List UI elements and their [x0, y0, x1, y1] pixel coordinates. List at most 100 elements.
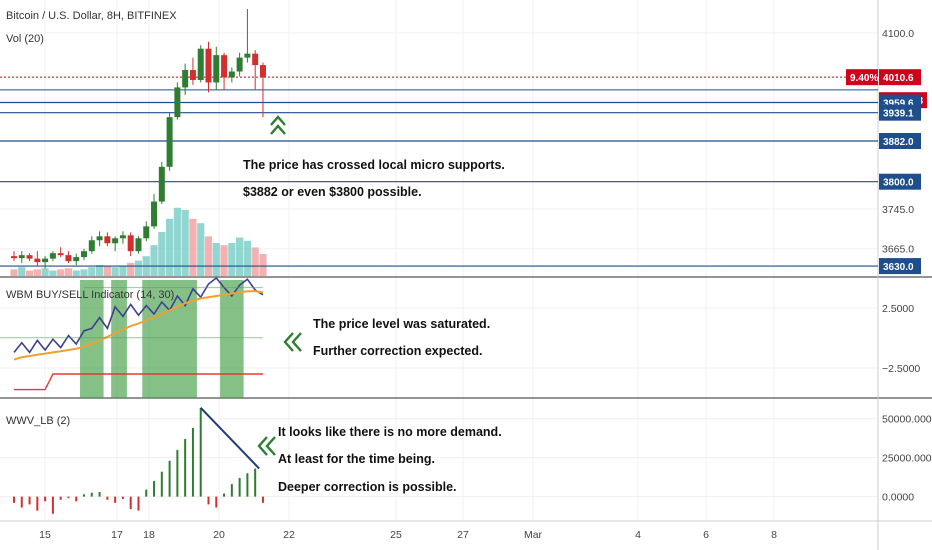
volume-bar [95, 265, 104, 276]
candle-body [166, 117, 173, 167]
double-left-arrow-icon [283, 332, 302, 352]
support-tag: 3882.0 [883, 137, 914, 148]
y-tick-label: −2.5000 [882, 363, 920, 375]
volume-bar [259, 254, 267, 276]
support-lines [0, 76, 878, 267]
x-tick-label: 17 [111, 529, 123, 541]
note-supports-crossed: The price has crossed local micro suppor… [243, 158, 505, 172]
y-tick-label: 3745.0 [882, 204, 914, 216]
wwv-trend-line [199, 407, 260, 470]
candle-body [96, 236, 103, 241]
volume-bar [134, 260, 143, 276]
candle-body [236, 57, 243, 72]
candle-body [104, 236, 111, 244]
x-tick-label: 22 [283, 529, 295, 541]
candle-body [88, 240, 95, 252]
volume-bar [127, 262, 135, 276]
candle-body [127, 235, 134, 252]
candle-body [244, 53, 251, 58]
candle-body [112, 238, 119, 244]
volume-label: Vol (20) [6, 33, 44, 45]
change-percent-tag-bg [846, 69, 878, 86]
candle-body [119, 235, 126, 239]
wbm-series-line [13, 290, 264, 361]
x-tick-label: 6 [703, 529, 709, 541]
x-tick-label: 18 [143, 529, 155, 541]
candle-body [197, 48, 204, 80]
x-tick-label: 4 [635, 529, 641, 541]
x-tick-label: Mar [524, 529, 543, 541]
note-for-now: At least for the time being. [278, 452, 435, 466]
volume-bar [251, 247, 259, 276]
support-tag: 3630.0 [883, 262, 914, 273]
y-tick-label: 3665.0 [882, 244, 914, 256]
candle-body [158, 166, 165, 202]
wbm-indicator-title: WBM BUY/SELL Indicator (14, 30) [6, 289, 174, 301]
volume-bar [10, 269, 18, 276]
volume-bar [158, 232, 166, 276]
volume-bar [88, 267, 96, 276]
candle-body [57, 253, 64, 256]
candle-body [81, 251, 88, 258]
buy-zone [111, 280, 127, 398]
volume-bar [18, 267, 26, 276]
support-tag: 3939.1 [883, 109, 914, 120]
volume-bar [25, 270, 34, 276]
change-percent-tag: 9.40% [850, 73, 878, 84]
support-tag-bg [879, 133, 921, 150]
y-tick-label: 25000.0000 [882, 453, 932, 465]
support-tag: 3800.0 [883, 178, 914, 189]
volume-bar [103, 266, 111, 276]
candle-body [42, 258, 49, 263]
candle-body [143, 226, 150, 239]
volume-bar [204, 236, 213, 276]
support-tag-bg [879, 104, 921, 121]
y-tick-label: 4100.0 [882, 28, 914, 40]
candle-body [252, 53, 259, 66]
price-axis[interactable]: 4100.0 3745.0 3665.0 2.5000 −2.5000 50000.000… [882, 28, 932, 504]
wbm-series-line [13, 276, 264, 354]
buy-zone [220, 280, 244, 398]
candle-body [174, 87, 181, 118]
volume-bar [173, 207, 181, 276]
candle-body [205, 48, 212, 83]
note-deeper-correction: Deeper correction is possible. [278, 480, 457, 494]
volume-bar [49, 270, 57, 276]
price-tags: 9.40%4010.602:37:583959.63939.13882.0380… [846, 69, 927, 275]
volume-bar [212, 243, 220, 276]
wwv-volume-bars [13, 407, 264, 514]
volume-bar [33, 269, 41, 276]
note-possible-targets: $3882 or even $3800 possible. [243, 185, 422, 199]
candle-body [259, 65, 266, 78]
candle-body [189, 70, 196, 80]
support-tag-bg [879, 173, 921, 190]
last-price-tag: 4010.6 [883, 73, 914, 84]
wbm-series-line [14, 373, 263, 391]
volume-bar [166, 218, 174, 276]
support-tag-bg [879, 258, 921, 275]
volume-bar [243, 240, 251, 276]
candle-body [182, 70, 189, 88]
volume-bar [181, 210, 189, 276]
volume-bar [189, 218, 197, 276]
candle-body [228, 71, 235, 78]
volume-bar [236, 237, 244, 276]
note-price-saturated: The price level was saturated. [313, 317, 490, 331]
x-tick-label: 27 [457, 529, 469, 541]
candle-body [135, 238, 142, 252]
volume-bar [41, 268, 49, 276]
x-tick-label: 25 [390, 529, 402, 541]
candle-body [73, 257, 80, 262]
volume-bar [57, 269, 65, 276]
candle-body [221, 55, 228, 78]
last-price-tag-bg [879, 69, 921, 86]
x-tick-label: 8 [771, 529, 777, 541]
wbm-indicator-lines [0, 276, 264, 391]
candle-body [26, 255, 33, 259]
double-left-arrow-icon-2 [257, 436, 276, 456]
time-axis[interactable]: 15 17 18 20 22 25 27 Mar 4 6 8 [39, 529, 777, 541]
note-no-demand: It looks like there is no more demand. [278, 425, 502, 439]
support-tag: 3959.6 [883, 98, 914, 109]
volume-bar [64, 268, 73, 276]
